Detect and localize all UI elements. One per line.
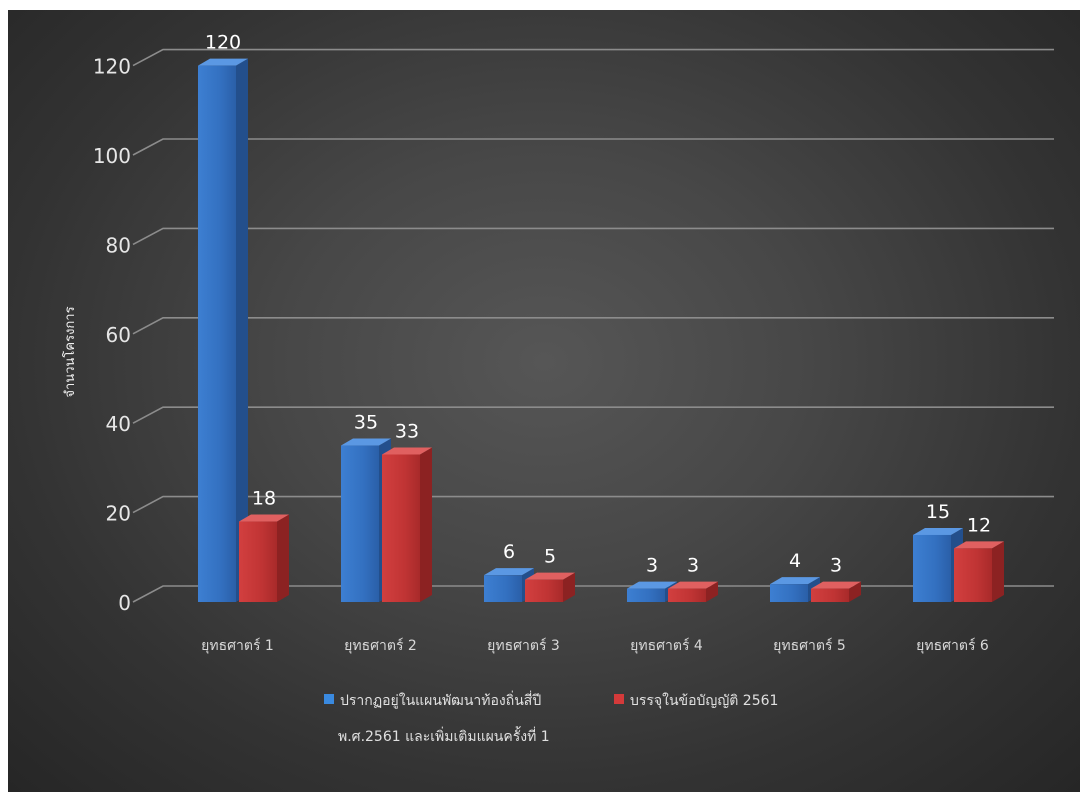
bar-front — [382, 454, 420, 602]
bar — [382, 447, 432, 602]
bars — [198, 58, 1004, 603]
legend-item: ปรากฏอยู่ในแผนพัฒนาท้องถิ่นสี่ปีพ.ศ.2561… — [324, 691, 550, 745]
legend-label: พ.ศ.2561 และเพิ่มเติมแผนครั้งที่ 1 — [338, 726, 550, 745]
data-label: 5 — [544, 546, 556, 568]
data-label: 35 — [354, 412, 378, 434]
bar-side — [992, 541, 1004, 602]
bar-side — [706, 581, 718, 602]
gridline — [132, 585, 1054, 603]
x-tick-label: ยุทธศาตร์ 6 — [916, 637, 989, 654]
bar — [668, 581, 718, 602]
x-axis-categories: ยุทธศาตร์ 1 ยุทธศาตร์ 2 ยุทธศาตร์ 3 ยุทธศาต… — [201, 637, 989, 654]
bar — [198, 58, 248, 603]
gridline — [132, 495, 1054, 514]
data-label: 3 — [830, 555, 842, 577]
gridline — [132, 406, 1054, 424]
bar — [525, 572, 575, 602]
y-tick-label: 40 — [106, 412, 131, 436]
bar-top — [341, 438, 391, 446]
bar-side — [849, 581, 861, 602]
y-tick-label: 100 — [93, 144, 131, 168]
bar-front — [913, 534, 951, 602]
gridline — [132, 138, 1054, 156]
gridline — [132, 227, 1054, 246]
chart-panel: 0 20 40 60 80 100 120 120 18 35 33 6 5 3 3 4 3 15 12 ยุทธ… — [8, 10, 1080, 792]
bar-front — [484, 575, 522, 602]
bar — [811, 581, 861, 602]
gridlines — [132, 48, 1054, 603]
bar-front — [668, 588, 706, 602]
data-label: 6 — [503, 541, 515, 563]
data-label: 4 — [789, 550, 801, 572]
bar-top — [954, 541, 1004, 549]
legend-swatch — [614, 694, 624, 704]
data-label: 15 — [926, 501, 950, 523]
data-label: 3 — [687, 555, 699, 577]
bar-top — [198, 58, 248, 66]
bar — [239, 514, 289, 602]
bar-front — [811, 588, 849, 602]
y-tick-label: 120 — [93, 55, 131, 79]
bar-top — [627, 581, 677, 589]
x-tick-label: ยุทธศาตร์ 3 — [487, 637, 560, 654]
x-tick-label: ยุทธศาตร์ 2 — [344, 637, 417, 654]
bar — [954, 541, 1004, 602]
bar-side — [420, 447, 432, 602]
legend-label: บรรจุในข้อบัญญัติ 2561 — [630, 692, 778, 709]
data-label: 12 — [967, 514, 991, 536]
data-label: 18 — [252, 488, 276, 510]
data-label: 120 — [205, 32, 241, 54]
bar-front — [525, 579, 563, 602]
bar-front — [239, 521, 277, 602]
bar-side — [277, 514, 289, 602]
gridline — [132, 317, 1054, 335]
bar-front — [198, 65, 236, 603]
bar-top — [525, 572, 575, 580]
bar-front — [341, 445, 379, 602]
x-tick-label: ยุทธศาตร์ 4 — [630, 637, 703, 654]
data-label: 33 — [395, 420, 419, 442]
bar-top — [811, 581, 861, 589]
bar-side — [563, 572, 575, 602]
legend: ปรากฏอยู่ในแผนพัฒนาท้องถิ่นสี่ปีพ.ศ.2561… — [324, 691, 778, 745]
bar-top — [913, 527, 963, 535]
y-tick-label: 0 — [118, 591, 131, 615]
legend-item: บรรจุในข้อบัญญัติ 2561 — [614, 692, 778, 709]
x-tick-label: ยุทธศาตร์ 1 — [201, 637, 274, 654]
legend-swatch — [324, 694, 334, 704]
x-tick-label: ยุทธศาตร์ 5 — [773, 637, 846, 654]
bar-top — [770, 577, 820, 585]
y-tick-label: 80 — [106, 233, 131, 257]
legend-label: ปรากฏอยู่ในแผนพัฒนาท้องถิ่นสี่ปี — [340, 691, 541, 709]
bar-front — [770, 584, 808, 602]
bar-side — [236, 58, 248, 603]
y-axis-label: จำนวนโครงการ — [62, 306, 78, 397]
y-tick-label: 60 — [106, 323, 131, 347]
gridline — [132, 48, 1054, 67]
y-axis-ticks: 0 20 40 60 80 100 120 — [93, 55, 131, 615]
data-label: 3 — [646, 555, 658, 577]
bar-top — [382, 447, 432, 455]
bar-top — [484, 568, 534, 576]
y-tick-label: 20 — [106, 502, 131, 526]
bar-top — [668, 581, 718, 589]
bar-front — [954, 548, 992, 602]
bar-top — [239, 514, 289, 522]
bar-front — [627, 588, 665, 602]
